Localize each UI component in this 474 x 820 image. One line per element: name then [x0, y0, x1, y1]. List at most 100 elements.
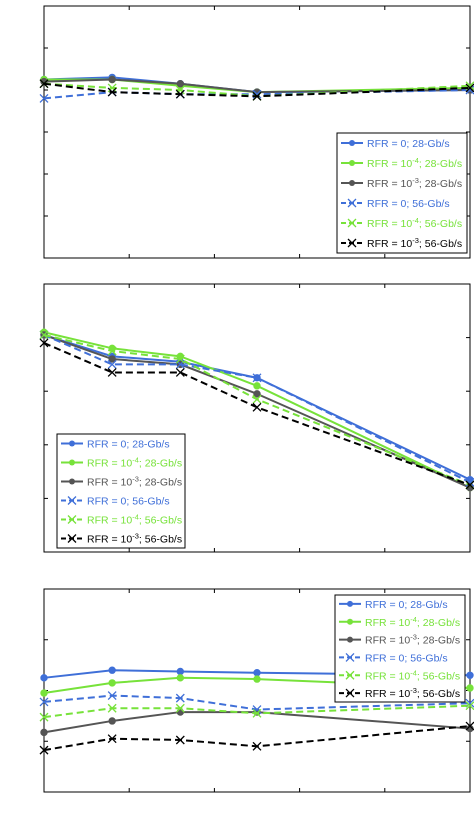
legend-separator: ;: [419, 238, 425, 250]
legend-marker: [69, 478, 75, 485]
legend-rate: 56-Gb/s: [412, 198, 449, 210]
legend-marker: [67, 515, 77, 524]
legend-marker: [69, 459, 75, 466]
legend-item: RFR = 10-3; 56-Gb/s: [61, 531, 182, 546]
legend-marker: [347, 600, 353, 607]
data-point: [108, 666, 116, 674]
legend-exponent: -3: [412, 236, 419, 245]
data-point: [253, 669, 261, 677]
legend-rate: 56-Gb/s: [410, 652, 447, 664]
legend-separator: ;: [139, 477, 145, 489]
legend-exponent: -3: [132, 531, 139, 540]
legend-rate: 56-Gb/s: [425, 238, 462, 250]
legend-rfr: 10: [401, 178, 413, 190]
data-point: [465, 83, 474, 93]
data-point: [175, 354, 185, 364]
legend-label: RFR = 10-3; 28-Gb/s: [367, 176, 462, 191]
legend-exponent: -4: [412, 216, 419, 225]
data-point: [107, 359, 117, 369]
data-point: [107, 83, 117, 93]
legend-prefix: RFR =: [87, 496, 121, 508]
legend-rfr: 0: [121, 496, 127, 508]
legend-marker: [347, 636, 353, 643]
legend-item: RFR = 10-3; 56-Gb/s: [341, 236, 462, 250]
data-point: [40, 674, 48, 682]
legend-rfr: 10: [401, 218, 413, 230]
legend-rate: 28-Gb/s: [423, 617, 460, 629]
legend-rfr: 10: [401, 158, 413, 170]
legend-prefix: RFR =: [365, 670, 399, 682]
legend-rfr: 10: [399, 635, 411, 647]
legend-rate: 56-Gb/s: [423, 688, 460, 700]
data-point: [108, 75, 116, 84]
legend-item: RFR = 10-3; 28-Gb/s: [339, 632, 460, 647]
legend-label: RFR = 10-3; 28-Gb/s: [87, 474, 182, 489]
legend-exponent: -4: [410, 668, 417, 677]
legend-separator: ;: [417, 670, 423, 682]
legend-prefix: RFR =: [87, 534, 121, 546]
legend-separator: ;: [406, 138, 412, 150]
series-line: [43, 342, 471, 486]
legend-label: RFR = 0; 28-Gb/s: [365, 599, 448, 611]
data-point: [252, 394, 262, 404]
data-point: [40, 728, 48, 737]
legend-prefix: RFR =: [365, 652, 399, 664]
data-point: [175, 693, 185, 703]
legend-box: [56, 433, 186, 549]
legend-exponent: -3: [412, 176, 419, 185]
legend-item: RFR = 0; 28-Gb/s: [339, 599, 448, 611]
data-point: [466, 684, 474, 692]
legend-marker: [345, 670, 355, 680]
legend-label: RFR = 10-4; 56-Gb/s: [87, 512, 182, 527]
legend-exponent: -3: [410, 686, 417, 695]
legend-rfr: 0: [401, 138, 407, 150]
legend-rate: 28-Gb/s: [410, 599, 447, 611]
data-point: [107, 691, 117, 701]
legend-rate: 56-Gb/s: [425, 218, 462, 230]
data-point: [176, 674, 185, 682]
series-line: [43, 334, 471, 484]
legend-item: RFR = 10-4; 28-Gb/s: [339, 614, 460, 629]
legend-rate: 28-Gb/s: [145, 458, 182, 470]
legend-exponent: -4: [410, 614, 417, 623]
data-point: [465, 480, 474, 490]
legend-rfr: 10: [121, 477, 133, 489]
legend-prefix: RFR =: [365, 617, 399, 629]
legend-prefix: RFR =: [367, 198, 401, 210]
data-point: [39, 338, 49, 348]
legend-label: RFR = 0; 28-Gb/s: [87, 439, 170, 451]
legend-marker: [347, 238, 357, 248]
data-point: [107, 703, 117, 713]
legend-prefix: RFR =: [367, 218, 401, 230]
legend-prefix: RFR =: [367, 158, 401, 170]
legend-marker: [67, 496, 77, 505]
data-point: [252, 91, 262, 101]
legend-item: RFR = 10-3; 56-Gb/s: [339, 686, 460, 700]
data-point: [252, 402, 262, 412]
legend-separator: ;: [406, 198, 412, 210]
legend-label: RFR = 10-4; 28-Gb/s: [87, 455, 182, 470]
legend-marker: [347, 198, 357, 208]
data-point: [176, 80, 185, 88]
legend-label: RFR = 0; 56-Gb/s: [367, 198, 450, 210]
legend-separator: ;: [419, 178, 425, 190]
data-point: [253, 382, 261, 390]
legend-prefix: RFR =: [87, 477, 121, 489]
legend-prefix: RFR =: [367, 178, 401, 190]
data-point: [253, 675, 261, 683]
data-point: [39, 79, 49, 89]
legend-rate: 28-Gb/s: [132, 439, 169, 451]
legend-item: RFR = 0; 28-Gb/s: [341, 138, 450, 150]
data-point: [252, 708, 262, 718]
data-point: [175, 703, 185, 713]
legend-box: [334, 594, 466, 703]
data-point: [39, 697, 49, 707]
legend-item: RFR = 10-4; 56-Gb/s: [339, 668, 460, 682]
legend-label: RFR = 0; 56-Gb/s: [87, 496, 170, 508]
legend-separator: ;: [404, 599, 410, 611]
